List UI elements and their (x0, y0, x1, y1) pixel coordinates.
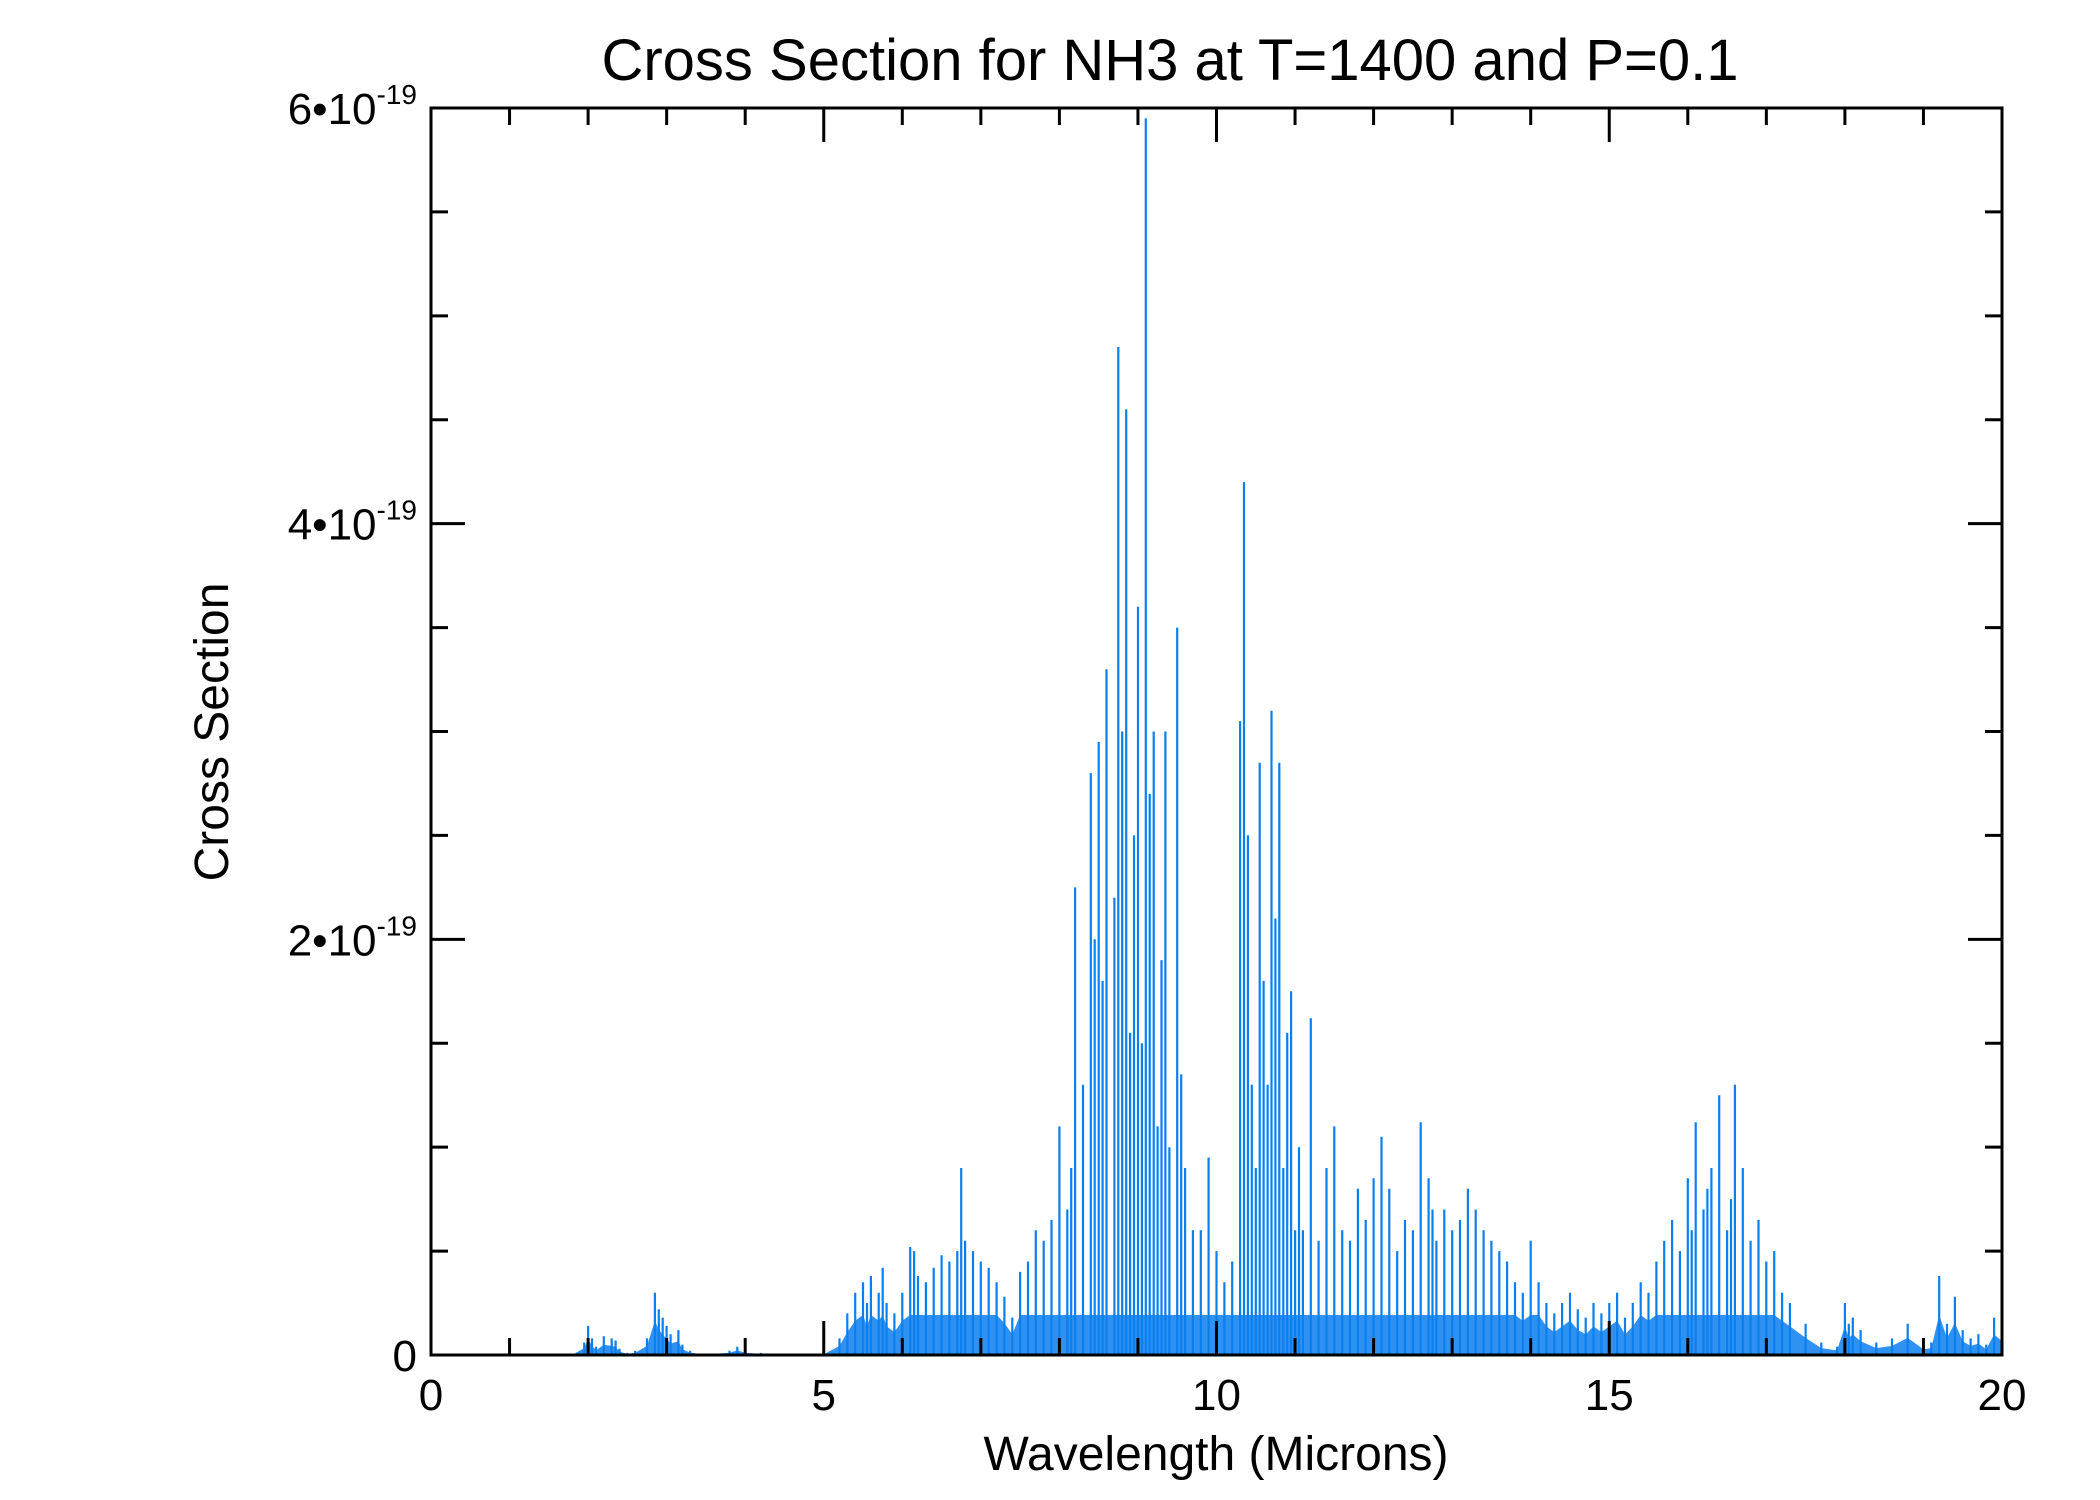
y-tick-label: 6•10-19 (288, 79, 417, 134)
x-tick-label: 20 (1978, 1371, 2027, 1420)
x-tick-label: 5 (812, 1371, 836, 1420)
y-tick-label: 0 (393, 1332, 417, 1381)
label-layer: 0 5 10 15 20 0 2•10-19 4•10-19 6•10-19 (288, 79, 2027, 1420)
plot-frame (429, 106, 2004, 1357)
chart-title: Cross Section for NH3 at T=1400 and P=0.… (601, 28, 1738, 93)
series-envelope-0 (509, 1315, 2003, 1355)
x-tick-label: 0 (419, 1371, 443, 1420)
y-tick-label: 4•10-19 (288, 495, 417, 550)
x-axis-title: Wavelength (Microns) (983, 1428, 1448, 1481)
x-tick-label: 10 (1192, 1371, 1241, 1420)
series-layer (509, 118, 2004, 1355)
series-line-0 (571, 118, 2004, 1355)
y-tick-label: 2•10-19 (288, 910, 417, 965)
y-axis-title: Cross Section (186, 583, 239, 882)
tick-layer (429, 106, 2004, 1357)
x-tick-label: 15 (1585, 1371, 1634, 1420)
